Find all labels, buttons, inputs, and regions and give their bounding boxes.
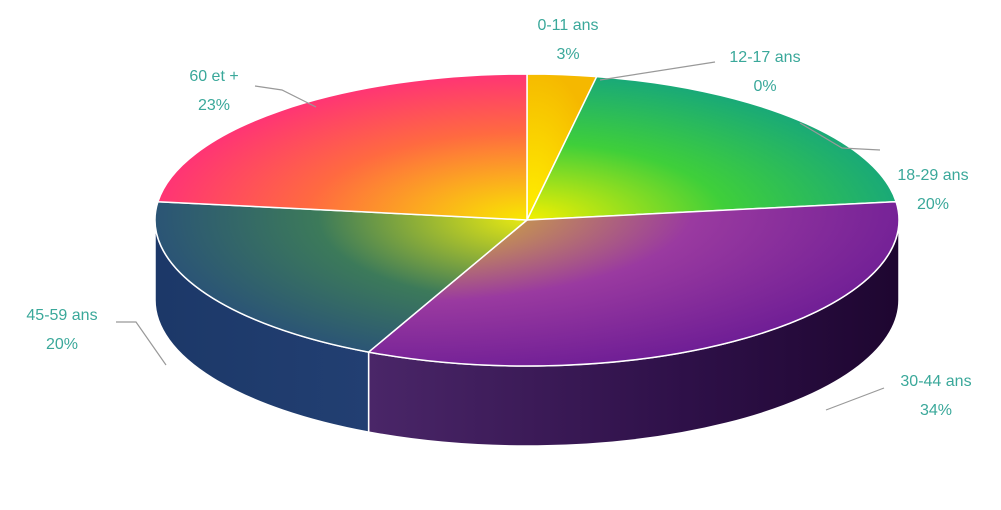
leader-line-45-59 — [116, 321, 167, 366]
value-label-18-29: 20% — [917, 196, 949, 213]
slice-45-59 — [154, 200, 528, 353]
leader-line-30-44 — [825, 387, 885, 411]
pie-slices — [154, 73, 900, 367]
slice-30-44 — [367, 200, 900, 367]
category-label-45-59: 45-59 ans — [26, 307, 97, 324]
category-label-30-44: 30-44 ans — [900, 373, 971, 390]
category-label-60-plus: 60 et + — [189, 68, 238, 85]
category-label-0-11: 0-11 ans — [537, 17, 598, 34]
leader-line-18-29 — [799, 122, 881, 151]
slice-18-29 — [526, 75, 897, 221]
category-label-12-17: 12-17 ans — [729, 49, 800, 66]
leader-lines — [116, 61, 885, 411]
data-labels: 0-11 ans 3% 12-17 ans 0% 18-29 ans 20% 30-44 a… — [26, 17, 971, 419]
value-label-60-plus: 23% — [198, 97, 230, 114]
value-label-45-59: 20% — [46, 336, 78, 353]
category-label-18-29: 18-29 ans — [897, 167, 968, 184]
value-label-12-17: 0% — [753, 78, 776, 95]
leader-line-12-17 — [599, 61, 716, 81]
value-label-30-44: 34% — [920, 402, 952, 419]
value-label-0-11: 3% — [556, 46, 579, 63]
leader-line-60-plus — [254, 85, 317, 108]
slice-60-plus — [157, 73, 528, 221]
